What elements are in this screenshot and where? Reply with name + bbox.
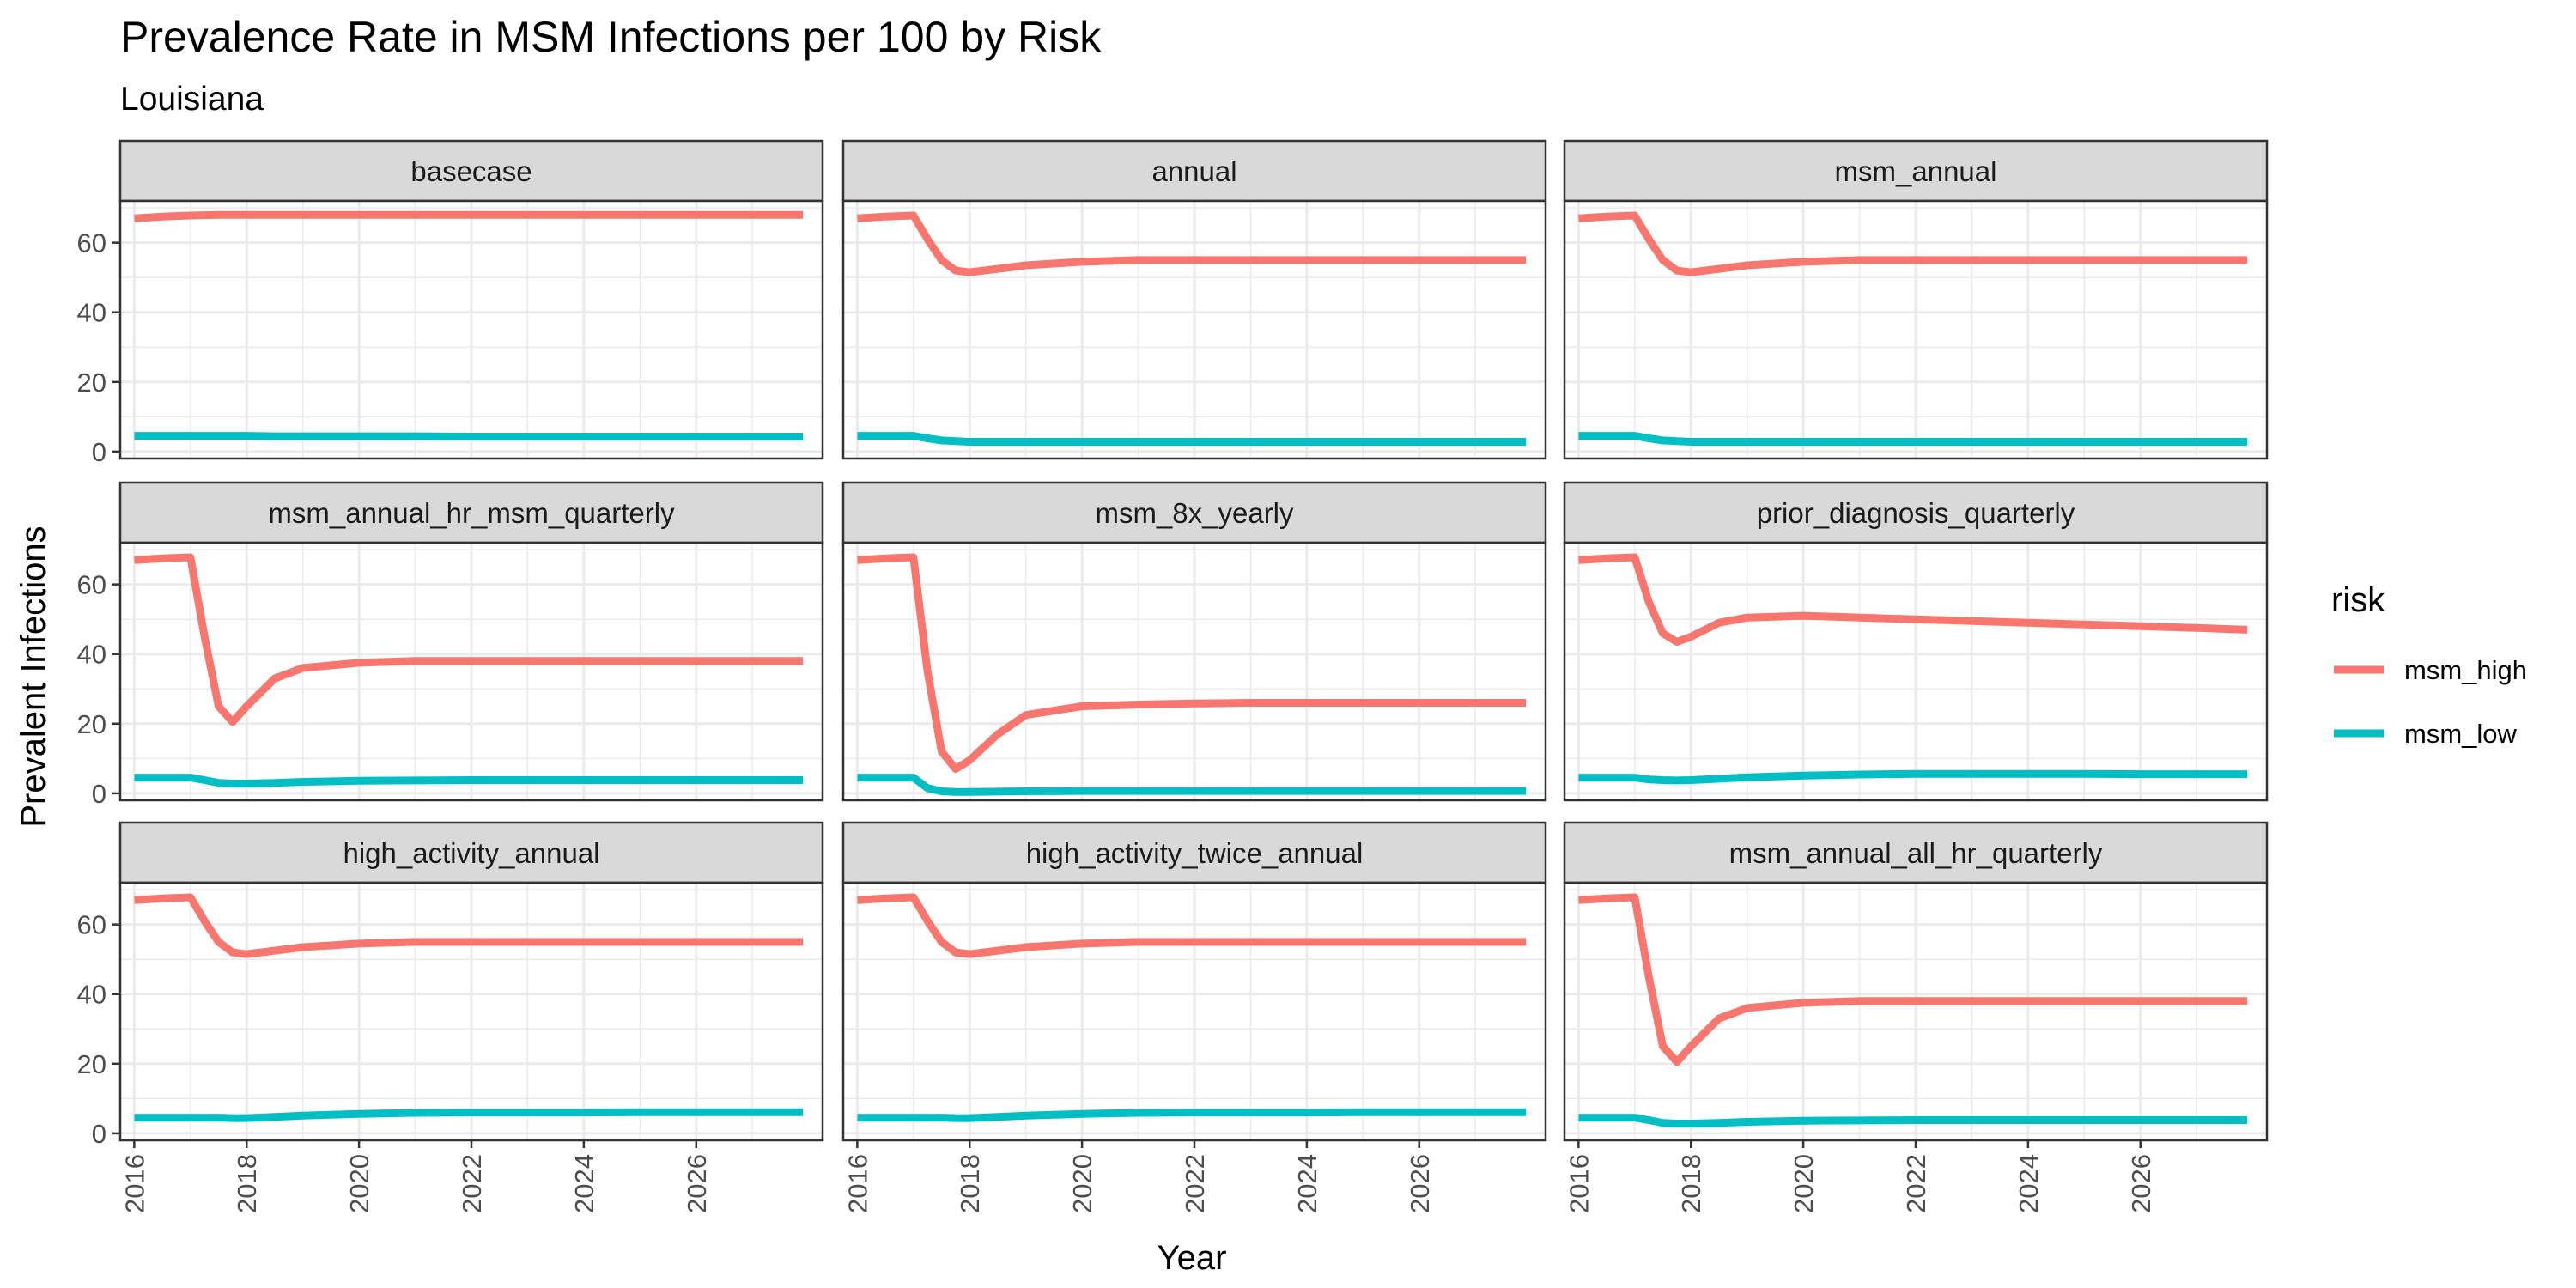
series-line-msm-high [1578, 553, 2248, 646]
x-tick-label: 2026 [2126, 1154, 2156, 1213]
legend-label: msm_high [2404, 655, 2527, 685]
facet-strip-label: msm_annual_hr_msm_quarterly [268, 497, 675, 529]
x-axis-title: Year [1157, 1239, 1227, 1277]
facet-strip [118, 821, 824, 884]
y-tick-label: 60 [77, 570, 106, 600]
legend-label: msm_low [2404, 719, 2518, 749]
series-line-msm-low [134, 432, 804, 440]
series-line-msm-high [857, 553, 1527, 773]
facet-strip-label: high_activity_twice_annual [1026, 837, 1364, 869]
facet-strip-label: msm_8x_yearly [1095, 497, 1294, 529]
y-tick-label: 60 [77, 228, 106, 258]
facet-strip [1563, 481, 2269, 544]
facet-strip [118, 139, 824, 203]
x-tick-label: 2022 [1901, 1154, 1931, 1213]
x-tick-label: 2016 [1564, 1154, 1594, 1213]
facet-panel: prior_diagnosis_quarterly [1563, 481, 2269, 802]
y-tick-label: 0 [92, 779, 106, 809]
panel-border [841, 541, 1547, 802]
panel-border [1563, 541, 2269, 802]
facet-strip-label: annual [1151, 155, 1236, 187]
series-line-msm-high [134, 210, 804, 222]
panel-border [118, 541, 824, 802]
panel-border [841, 199, 1547, 460]
series-line-msm-low [857, 1108, 1527, 1122]
facet-panel: high_activity_annual 0 20 40 60 2016 2018 2020 2… [77, 821, 824, 1213]
legend-title: risk [2331, 581, 2385, 619]
facet-panel: msm_annual_all_hr_quarterly 2016 2018 2020 2… [1563, 821, 2269, 1213]
panel-border [1563, 199, 2269, 460]
x-tick-label: 2024 [569, 1154, 599, 1213]
x-tick-label: 2024 [1292, 1154, 1322, 1213]
facet-panel: high_activity_twice_annual 2016 2018 2020 20… [841, 821, 1547, 1213]
series-line-msm-low [1578, 432, 2248, 446]
y-tick-label: 20 [77, 709, 106, 739]
series-line-msm-low [134, 774, 804, 787]
x-tick-label: 2024 [2014, 1154, 2044, 1213]
facet-strip-label: msm_annual_all_hr_quarterly [1729, 837, 2103, 869]
y-tick-label: 60 [77, 910, 106, 940]
panel-border [118, 199, 824, 460]
facet-strip-label: high_activity_annual [343, 837, 599, 869]
facet-panels: basecase 0 20 40 60 annual msm_annual msm_annua… [77, 139, 2269, 1213]
y-tick-label: 0 [92, 437, 106, 467]
facet-strip-label: basecase [410, 155, 532, 187]
x-tick-label: 2018 [1676, 1154, 1706, 1213]
y-tick-label: 40 [77, 298, 106, 328]
series-line-msm-low [857, 774, 1527, 796]
series-line-msm-high [134, 553, 804, 726]
y-tick-label: 40 [77, 640, 106, 670]
facet-panel: msm_8x_yearly [841, 481, 1547, 802]
x-tick-label: 2016 [842, 1154, 872, 1213]
y-axis-title: Prevalent Infections [15, 526, 52, 827]
facet-panel: msm_annual [1563, 139, 2269, 460]
series-line-msm-high [857, 211, 1527, 276]
chart-subtitle: Louisiana [120, 81, 264, 118]
x-tick-label: 2022 [1180, 1154, 1210, 1213]
x-tick-label: 2018 [955, 1154, 985, 1213]
series-line-msm-high [134, 893, 804, 958]
series-line-msm-low [134, 1108, 804, 1122]
facet-strip [841, 821, 1547, 884]
x-tick-label: 2018 [232, 1154, 262, 1213]
y-tick-label: 0 [92, 1119, 106, 1149]
facet-strip [1563, 139, 2269, 203]
y-tick-label: 20 [77, 1049, 106, 1079]
facet-strip-label: prior_diagnosis_quarterly [1757, 497, 2075, 529]
facet-strip [841, 139, 1547, 203]
series-line-msm-low [1578, 769, 2248, 785]
series-line-msm-high [857, 893, 1527, 958]
y-tick-label: 40 [77, 980, 106, 1010]
facet-panel: annual [841, 139, 1547, 460]
x-tick-label: 2020 [1789, 1154, 1819, 1213]
y-tick-label: 20 [77, 368, 106, 398]
series-line-msm-high [1578, 893, 2248, 1066]
legend: risk msm_high msm_low [2331, 581, 2527, 749]
facet-strip [841, 481, 1547, 544]
series-line-msm-low [1578, 1114, 2248, 1127]
series-line-msm-high [1578, 211, 2248, 276]
x-tick-label: 2020 [1067, 1154, 1097, 1213]
x-tick-label: 2020 [344, 1154, 374, 1213]
facet-strip [118, 481, 824, 544]
x-tick-label: 2016 [119, 1154, 149, 1213]
facet-strip-label: msm_annual [1835, 155, 1997, 187]
facet-panel: basecase 0 20 40 60 [77, 139, 824, 467]
x-tick-label: 2022 [457, 1154, 487, 1213]
x-tick-label: 2026 [682, 1154, 712, 1213]
series-line-msm-low [857, 432, 1527, 446]
facet-panel: msm_annual_hr_msm_quarterly 0 20 40 60 [77, 481, 824, 809]
chart-title: Prevalence Rate in MSM Infections per 10… [120, 13, 1102, 61]
x-tick-label: 2026 [1405, 1154, 1435, 1213]
